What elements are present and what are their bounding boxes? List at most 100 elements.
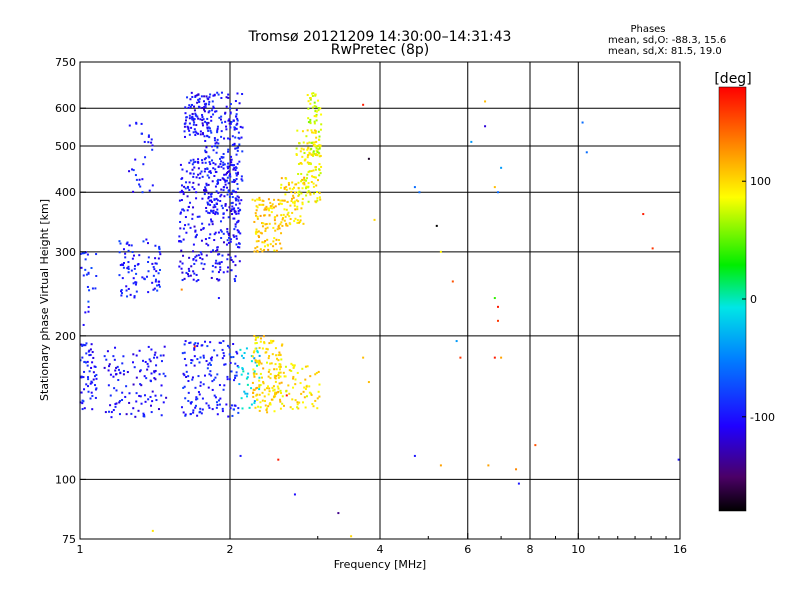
data-point bbox=[115, 389, 118, 392]
data-point bbox=[313, 129, 316, 132]
data-point bbox=[200, 344, 203, 347]
data-point bbox=[133, 366, 136, 369]
data-point bbox=[230, 164, 233, 167]
data-point bbox=[257, 234, 260, 237]
data-point bbox=[297, 173, 300, 176]
data-point bbox=[301, 130, 304, 133]
data-point bbox=[253, 350, 256, 353]
data-point bbox=[106, 350, 109, 353]
data-point bbox=[155, 364, 158, 367]
data-point bbox=[90, 380, 93, 383]
data-point bbox=[132, 407, 135, 410]
data-point bbox=[301, 187, 304, 190]
data-point bbox=[203, 108, 206, 111]
data-point bbox=[201, 258, 204, 261]
data-point bbox=[285, 224, 288, 227]
data-point bbox=[258, 363, 261, 366]
data-point bbox=[189, 201, 192, 204]
data-point bbox=[296, 371, 299, 374]
data-point bbox=[293, 200, 296, 203]
data-point bbox=[208, 96, 211, 99]
data-point bbox=[313, 152, 316, 155]
data-point bbox=[239, 454, 242, 457]
data-point bbox=[125, 413, 128, 416]
data-point bbox=[257, 198, 260, 201]
data-point bbox=[154, 351, 157, 354]
data-point bbox=[195, 273, 198, 276]
data-point bbox=[191, 163, 194, 166]
data-point bbox=[311, 94, 314, 97]
data-point bbox=[207, 98, 210, 101]
data-point bbox=[205, 210, 208, 213]
data-point bbox=[143, 140, 146, 143]
data-point bbox=[150, 348, 153, 351]
data-point bbox=[204, 157, 207, 160]
data-point bbox=[88, 370, 91, 373]
data-point bbox=[314, 94, 317, 97]
data-point bbox=[190, 116, 193, 119]
data-point bbox=[303, 178, 306, 181]
data-point bbox=[199, 384, 202, 387]
data-point bbox=[294, 208, 297, 211]
data-point bbox=[218, 403, 221, 406]
data-point bbox=[280, 344, 283, 347]
y-tick-label: 100 bbox=[55, 473, 76, 486]
data-point bbox=[235, 371, 238, 374]
data-point bbox=[81, 399, 84, 402]
data-point bbox=[228, 206, 231, 209]
data-point bbox=[272, 385, 275, 388]
data-point bbox=[227, 182, 230, 185]
data-point bbox=[192, 119, 195, 122]
data-point bbox=[195, 396, 198, 399]
data-point bbox=[204, 106, 207, 109]
data-point bbox=[297, 187, 300, 190]
data-point bbox=[192, 175, 195, 178]
data-point bbox=[127, 261, 130, 264]
data-point bbox=[319, 107, 322, 110]
data-point bbox=[279, 398, 282, 401]
data-point bbox=[212, 162, 215, 165]
data-point bbox=[205, 242, 208, 245]
data-point bbox=[289, 218, 292, 221]
data-point bbox=[192, 411, 195, 414]
data-point bbox=[151, 390, 154, 393]
data-point bbox=[230, 161, 233, 164]
data-point bbox=[231, 213, 234, 216]
data-point bbox=[294, 191, 297, 194]
data-point bbox=[195, 176, 198, 179]
data-point bbox=[186, 209, 189, 212]
data-point bbox=[194, 404, 197, 407]
data-point bbox=[259, 231, 262, 234]
data-point bbox=[214, 266, 217, 269]
data-point bbox=[294, 399, 297, 402]
data-point bbox=[258, 236, 261, 239]
data-point bbox=[199, 172, 202, 175]
data-point bbox=[206, 345, 209, 348]
data-point bbox=[315, 149, 318, 152]
data-point bbox=[277, 372, 280, 375]
data-point bbox=[215, 401, 218, 404]
data-point bbox=[133, 295, 136, 298]
data-point bbox=[127, 271, 130, 274]
data-point bbox=[243, 390, 246, 393]
data-point bbox=[198, 97, 201, 100]
data-point bbox=[200, 239, 203, 242]
data-point bbox=[256, 398, 259, 401]
data-point bbox=[241, 368, 244, 371]
data-point bbox=[232, 178, 235, 181]
data-point bbox=[306, 147, 309, 150]
data-point bbox=[230, 192, 233, 195]
data-point bbox=[132, 282, 135, 285]
data-point bbox=[213, 378, 216, 381]
data-point bbox=[208, 406, 211, 409]
data-point bbox=[278, 365, 281, 368]
data-point bbox=[211, 388, 214, 391]
data-point bbox=[191, 359, 194, 362]
data-point bbox=[268, 209, 271, 212]
data-point bbox=[226, 258, 229, 261]
data-point bbox=[297, 221, 300, 224]
data-point bbox=[197, 161, 200, 164]
data-point bbox=[197, 183, 200, 186]
data-point bbox=[194, 230, 197, 233]
